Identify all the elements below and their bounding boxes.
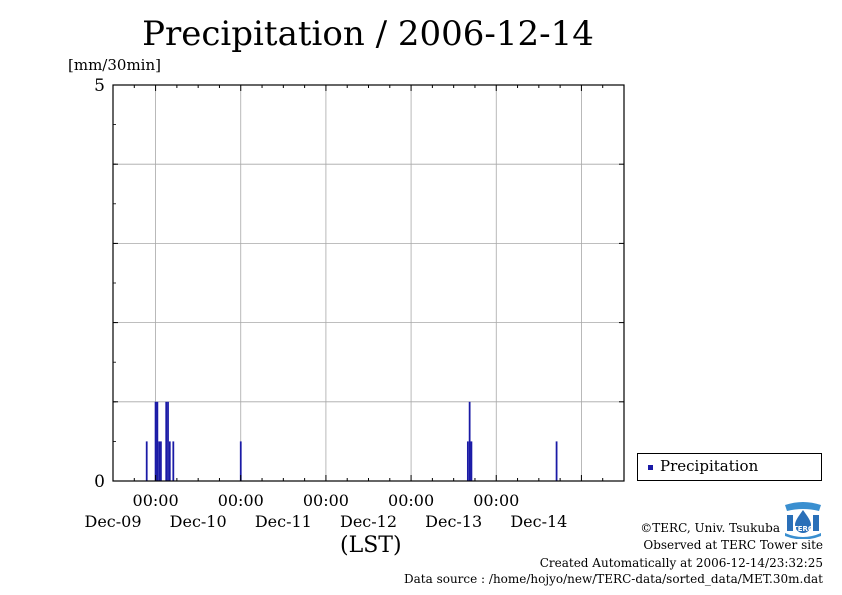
terc-logo: TERC: [783, 501, 823, 539]
x-axis-label: (LST): [340, 533, 402, 558]
y-tick-label: 0: [94, 472, 105, 492]
precipitation-bar: [158, 441, 161, 481]
precipitation-bar: [145, 441, 148, 481]
terc-logo-text: TERC: [793, 525, 813, 533]
precipitation-bar: [470, 441, 473, 481]
x-tick-date-label: Dec-10: [170, 512, 227, 531]
precipitation-bar: [154, 401, 157, 481]
precipitation-bar: [555, 441, 558, 481]
plot-frame: [112, 84, 625, 482]
x-tick-date-label: Dec-14: [510, 512, 567, 531]
precipitation-bar: [168, 441, 171, 481]
y-tick-label: 5: [94, 76, 105, 96]
credit-created-timestamp: Created Automatically at 2006-12-14/23:3…: [539, 556, 823, 570]
precipitation-bar: [239, 441, 242, 481]
x-tick-date-label: Dec-13: [425, 512, 482, 531]
x-tick-time-label: 00:00: [388, 491, 434, 510]
plot-border: [112, 84, 625, 482]
gridlines: [113, 85, 624, 481]
x-tick-date-label: Dec-12: [340, 512, 397, 531]
x-tick-time-label: 00:00: [303, 491, 349, 510]
x-tick-time-label: 00:00: [218, 491, 264, 510]
x-tick-time-label: 00:00: [133, 491, 179, 510]
y-axis-unit-label: [mm/30min]: [68, 56, 161, 74]
legend: Precipitation: [637, 453, 822, 481]
axis-ticks: [112, 84, 625, 482]
credit-observed-site: Observed at TERC Tower site: [643, 538, 823, 552]
x-tick-date-label: Dec-09: [84, 512, 141, 531]
precipitation-bars: [145, 401, 558, 481]
precipitation-bar: [160, 441, 162, 481]
credit-data-source: Data source : /home/hojyo/new/TERC-data/…: [404, 572, 823, 586]
precipitation-bar: [156, 401, 159, 481]
x-tick-date-label: Dec-11: [255, 512, 312, 531]
precipitation-bar: [468, 401, 471, 481]
x-tick-time-label: 00:00: [473, 491, 519, 510]
precipitation-bar: [466, 441, 469, 481]
precipitation-bar: [172, 441, 175, 481]
legend-swatch-precipitation: [648, 465, 653, 470]
credit-copyright: ©TERC, Univ. Tsukuba: [640, 521, 780, 535]
chart-title: Precipitation / 2006-12-14: [142, 14, 594, 54]
precipitation-bar: [167, 401, 169, 481]
legend-label-precipitation: Precipitation: [660, 457, 759, 475]
precipitation-bar: [165, 401, 168, 481]
tick-labels: 0 5 00:00 Dec-09 00:00 Dec-10 00:00 Dec-11 00:00…: [84, 76, 567, 531]
